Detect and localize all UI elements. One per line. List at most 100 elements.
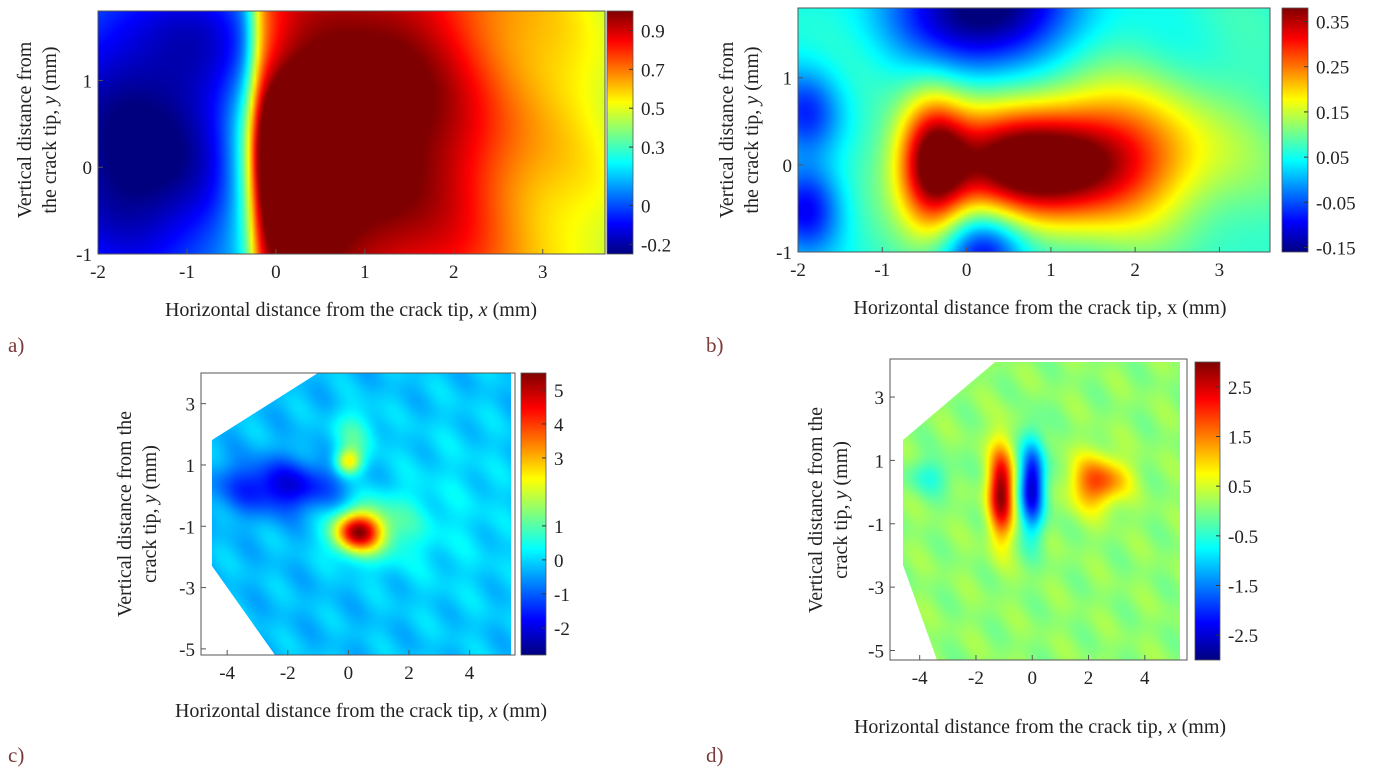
x-tick-label: 3 bbox=[538, 262, 548, 283]
panel-label-b: b) bbox=[706, 333, 724, 357]
heatmap-a bbox=[98, 11, 605, 254]
x-ticks-d: -4 -2 0 2 4 bbox=[912, 655, 1150, 689]
y-axis-label-b-2: the crack tip, y (mm) bbox=[741, 46, 763, 213]
y-axis-label-d-2: crack tip, y (mm) bbox=[830, 441, 852, 579]
x-ticks-a: -2 -1 0 1 2 3 bbox=[90, 249, 547, 283]
colorbar-tick-label: 1.5 bbox=[1228, 428, 1252, 449]
x-tick-label: -4 bbox=[912, 668, 928, 689]
y-tick-label: 0 bbox=[83, 158, 93, 179]
x-tick-label: 1 bbox=[360, 262, 370, 283]
x-tick-label: 2 bbox=[449, 262, 459, 283]
y-tick-label: 3 bbox=[186, 395, 196, 416]
colorbar-tick-label: 0.5 bbox=[1228, 477, 1252, 498]
colorbar-tick-label: -0.15 bbox=[1316, 238, 1356, 259]
colorbar-tick-label: -1 bbox=[554, 585, 570, 606]
heatmap-b bbox=[798, 8, 1270, 252]
colorbar-tick-label: 2.5 bbox=[1228, 378, 1252, 399]
y-axis-label-a-2: the crack tip, y (mm) bbox=[39, 46, 61, 213]
plot-frame-c bbox=[200, 372, 516, 656]
colorbar-tick-label: 0.05 bbox=[1316, 148, 1349, 169]
y-tick-label: 0 bbox=[783, 156, 793, 177]
colorbar-tick-label: 0.7 bbox=[641, 60, 665, 81]
colorbar-tick-label: 0.5 bbox=[641, 99, 665, 120]
colorbar-c bbox=[520, 372, 547, 656]
x-tick-label: 0 bbox=[1027, 668, 1037, 689]
panel-b: -2 -1 0 1 2 3 -101 0.350.250.150.05-0.05-0.15… bbox=[706, 7, 1356, 357]
y-axis-label-d: Vertical distance from the bbox=[805, 407, 827, 613]
x-tick-label: -2 bbox=[968, 668, 984, 689]
panel-c: -4 -2 0 2 4 -5 -3 -1 1 3 5 4 3 1 0 -1 -2 Horizontal di… bbox=[8, 372, 570, 767]
y-tick-label: -5 bbox=[868, 641, 884, 662]
colorbar-tick-label: -0.05 bbox=[1316, 193, 1356, 214]
colorbar-ticks-b: 0.35 0.25 0.15 0.05 -0.05 -0.15 bbox=[1304, 13, 1356, 259]
y-tick-label: 3 bbox=[875, 388, 885, 409]
y-ticks-c: -5 -3 -1 1 3 bbox=[179, 395, 206, 661]
x-tick-label: 0 bbox=[344, 663, 354, 684]
colorbar-tick-label: -2.5 bbox=[1228, 626, 1258, 647]
colorbar-tick-label: -2 bbox=[554, 619, 570, 640]
x-axis-label-c: Horizontal distance from the crack tip, … bbox=[175, 700, 547, 722]
x-tick-label: -1 bbox=[874, 260, 890, 281]
y-tick-label: -3 bbox=[868, 578, 884, 599]
x-axis-label-b: Horizontal distance from the crack tip, … bbox=[853, 297, 1226, 319]
x-tick-label: -2 bbox=[790, 260, 806, 281]
x-tick-label: 1 bbox=[1046, 260, 1056, 281]
colorbar-tick-label: -1.5 bbox=[1228, 577, 1258, 598]
colorbar-tick-label: 3 bbox=[554, 449, 564, 470]
colorbar-tick-label: 0.9 bbox=[641, 21, 665, 42]
colorbar-tick-label: 5 bbox=[554, 381, 564, 402]
y-axis-label-b: Vertical distance from bbox=[716, 41, 738, 218]
colorbar-tick-label: 0 bbox=[641, 196, 651, 217]
panel-label-c: c) bbox=[8, 743, 24, 767]
y-tick-label: -1 bbox=[868, 515, 884, 536]
x-tick-label: -2 bbox=[90, 262, 106, 283]
x-tick-label: -4 bbox=[219, 663, 235, 684]
colorbar-tick-label: -0.5 bbox=[1228, 527, 1258, 548]
plot-frame-b bbox=[797, 7, 1271, 253]
plot-frame-a bbox=[97, 10, 606, 255]
y-axis-label-c: Vertical distance from the bbox=[114, 411, 136, 617]
heatmap-c bbox=[212, 373, 511, 655]
y-tick-label: 1 bbox=[186, 456, 196, 477]
y-tick-label: 1 bbox=[875, 451, 885, 472]
colorbar-tick-label: 0.3 bbox=[641, 138, 665, 159]
y-tick-label: 1 bbox=[783, 69, 793, 90]
y-ticks-b: -1 0 1 bbox=[776, 69, 803, 264]
panel-label-a: a) bbox=[8, 333, 24, 357]
colorbar-a bbox=[606, 10, 634, 255]
x-axis-label-d: Horizontal distance from the crack tip, … bbox=[854, 716, 1226, 738]
y-tick-label: -3 bbox=[179, 579, 195, 600]
y-axis-label-c-2: crack tip, y (mm) bbox=[139, 445, 161, 583]
colorbar-d bbox=[1194, 361, 1221, 661]
x-tick-label: 2 bbox=[404, 663, 414, 684]
x-ticks-c: -4 -2 0 2 4 bbox=[219, 650, 475, 684]
colorbar-ticks-d: 2.5 1.5 0.5 -0.5 -1.5 -2.5 bbox=[1216, 378, 1258, 647]
y-tick-label: -1 bbox=[179, 517, 195, 538]
colorbar-tick-label: 0.15 bbox=[1316, 103, 1349, 124]
colorbar-tick-label: 1 bbox=[554, 517, 564, 538]
y-tick-label: 1 bbox=[83, 71, 93, 92]
x-tick-label: 4 bbox=[465, 663, 475, 684]
y-axis-label-a: Vertical distance from bbox=[14, 41, 36, 218]
colorbar-b bbox=[1281, 7, 1309, 253]
heatmap-d bbox=[903, 362, 1180, 660]
colorbar-tick-label: 0.35 bbox=[1316, 13, 1349, 34]
colorbar-ticks-c: 5 4 3 1 0 -1 -2 bbox=[542, 381, 570, 640]
y-ticks-a: -1 0 1 bbox=[76, 71, 103, 266]
colorbar-ticks-a: 0.9 0.7 0.5 0.3 0 -0.2 bbox=[629, 21, 671, 256]
y-tick-label: -5 bbox=[179, 640, 195, 661]
y-tick-label: -1 bbox=[776, 243, 792, 264]
x-tick-label: -2 bbox=[280, 663, 296, 684]
colorbar-tick-label: -0.2 bbox=[641, 235, 671, 256]
panel-a: -2 -1 0 1 2 3 -101 0.90.70.50.30-0.2 Horizont… bbox=[8, 10, 671, 357]
x-tick-label: 2 bbox=[1084, 668, 1094, 689]
colorbar-tick-label: 0 bbox=[554, 551, 564, 572]
colorbar-tick-label: 4 bbox=[554, 415, 564, 436]
x-tick-label: 4 bbox=[1140, 668, 1150, 689]
x-tick-label: 3 bbox=[1215, 260, 1225, 281]
y-tick-label: -1 bbox=[76, 245, 92, 266]
y-ticks-d: -5 -3 -1 1 3 bbox=[868, 388, 895, 662]
x-tick-label: 0 bbox=[271, 262, 281, 283]
panel-label-d: d) bbox=[706, 743, 724, 767]
